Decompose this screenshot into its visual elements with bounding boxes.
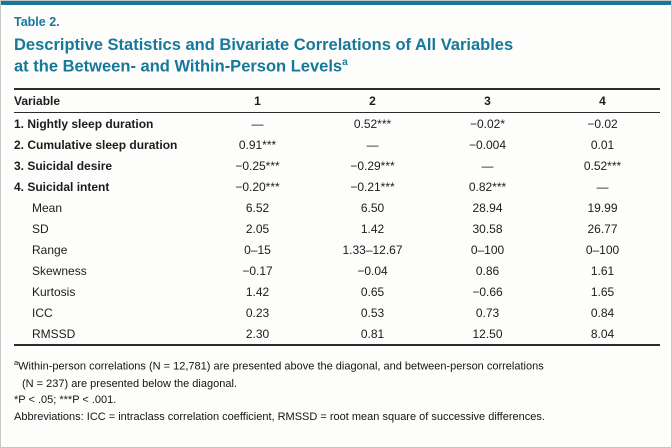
cell-value: 0.53 (360, 305, 385, 320)
column-header-variable: Variable (14, 88, 200, 114)
cell-value: 1.61 (590, 263, 615, 278)
cell-value: 30.58 (472, 221, 503, 236)
cell-value: 26.77 (587, 221, 618, 236)
cell-value: 1.65 (590, 284, 615, 299)
row-label: 2. Cumulative sleep duration (14, 137, 178, 152)
table-row: 1. Nightly sleep duration — 0.52*** −0.02* −… (14, 113, 660, 135)
column-header-4: 4 (545, 88, 660, 114)
row-label: Skewness (32, 263, 87, 278)
cell-value: 0–100 (470, 242, 505, 257)
table-row: RMSSD 2.30 0.81 12.50 8.04 (14, 323, 660, 347)
title-line-1: Descriptive Statistics and Bivariate Cor… (14, 36, 514, 54)
column-header-1: 1 (200, 88, 315, 114)
cell-value: — (596, 179, 609, 194)
cell-value: 1.42 (245, 284, 270, 299)
row-label: 3. Suicidal desire (14, 158, 113, 173)
figure-content: Table 2. Descriptive Statistics and Biva… (1, 5, 671, 425)
table-row: Mean 6.52 6.50 28.94 19.99 (14, 197, 660, 218)
row-label: 4. Suicidal intent (14, 179, 110, 194)
cell-value: −0.20*** (235, 179, 280, 194)
cell-value: 0.82*** (468, 179, 507, 194)
row-label: ICC (32, 305, 53, 320)
cell-value: 2.30 (200, 323, 315, 347)
row-label: Kurtosis (32, 284, 76, 299)
column-header-2: 2 (315, 88, 430, 114)
cell-value: — (366, 137, 379, 152)
cell-value: 19.99 (587, 200, 618, 215)
cell-value: 1.42 (360, 221, 385, 236)
cell-value: 6.50 (360, 200, 385, 215)
cell-value: 0.52*** (353, 116, 392, 131)
cell-value: 0.81 (315, 323, 430, 347)
table-row: SD 2.05 1.42 30.58 26.77 (14, 218, 660, 239)
stats-table-body: 1. Nightly sleep duration — 0.52*** −0.02* −… (14, 113, 660, 347)
table-row: Kurtosis 1.42 0.65 −0.66 1.65 (14, 281, 660, 302)
cell-value: 0.23 (245, 305, 270, 320)
cell-value: 0–100 (585, 242, 620, 257)
table-row: 2. Cumulative sleep duration 0.91*** — −0.0… (14, 134, 660, 155)
cell-value: 0.01 (590, 137, 615, 152)
cell-value: 0.84 (590, 305, 615, 320)
table-row: Skewness −0.17 −0.04 0.86 1.61 (14, 260, 660, 281)
table-header-row: Variable 1 2 3 4 (14, 88, 660, 114)
table-row: 4. Suicidal intent −0.20*** −0.21*** 0.82**… (14, 176, 660, 197)
table-row: ICC 0.23 0.53 0.73 0.84 (14, 302, 660, 323)
cell-value: — (251, 116, 264, 131)
cell-value: −0.04 (357, 263, 388, 278)
accent-top-bar (1, 1, 671, 5)
cell-value: 8.04 (545, 323, 660, 347)
title-footnote-marker: a (342, 57, 348, 69)
cell-value: −0.21*** (350, 179, 395, 194)
cell-value: 0.73 (475, 305, 500, 320)
cell-value: 0.91*** (238, 137, 277, 152)
footnote-a-continuation: (N = 237) are presented below the diagon… (22, 377, 237, 390)
footnote-abbreviations: Abbreviations: ICC = intraclass correlat… (14, 410, 545, 423)
footnote-a-text: Within-person correlations (N = 12,781) … (18, 361, 544, 374)
title-line-2: at the Between- and Within-Person Levels (14, 57, 343, 76)
footnote-a-marker: a (14, 358, 19, 368)
row-label: 1. Nightly sleep duration (14, 116, 154, 131)
cell-value: 0.52*** (583, 158, 622, 173)
cell-value: 28.94 (472, 200, 503, 215)
cell-value: — (481, 158, 494, 173)
footnotes: aWithin-person correlations (N = 12,781)… (14, 357, 658, 425)
footnote-a: aWithin-person correlations (N = 12,781)… (14, 357, 658, 392)
cell-value: −0.29*** (350, 158, 395, 173)
cell-value: −0.004 (468, 137, 507, 152)
row-label: Mean (32, 200, 63, 215)
column-header-3: 3 (430, 88, 545, 114)
cell-value: 0.86 (475, 263, 500, 278)
stats-table: Variable 1 2 3 4 1. Nightly sleep durati… (14, 88, 660, 347)
table-title: Descriptive Statistics and Bivariate Cor… (14, 35, 658, 78)
cell-value: −0.17 (242, 263, 273, 278)
row-label: Range (32, 242, 68, 257)
cell-value: −0.02* (469, 116, 506, 131)
cell-value: −0.25*** (235, 158, 280, 173)
row-label: RMSSD (14, 323, 200, 347)
row-label: SD (32, 221, 49, 236)
cell-value: 12.50 (430, 323, 545, 347)
cell-value: −0.66 (472, 284, 503, 299)
table-number-label: Table 2. (14, 15, 60, 29)
cell-value: 6.52 (245, 200, 270, 215)
cell-value: 0–15 (244, 242, 271, 257)
table-row: 3. Suicidal desire −0.25*** −0.29*** — 0.52*… (14, 155, 660, 176)
cell-value: −0.02 (587, 116, 618, 131)
cell-value: 0.65 (360, 284, 385, 299)
footnote-significance: *P < .05; ***P < .001. (14, 394, 117, 407)
cell-value: 2.05 (245, 221, 270, 236)
table-row: Range 0–15 1.33–12.67 0–100 0–100 (14, 239, 660, 260)
cell-value: 1.33–12.67 (342, 242, 403, 257)
